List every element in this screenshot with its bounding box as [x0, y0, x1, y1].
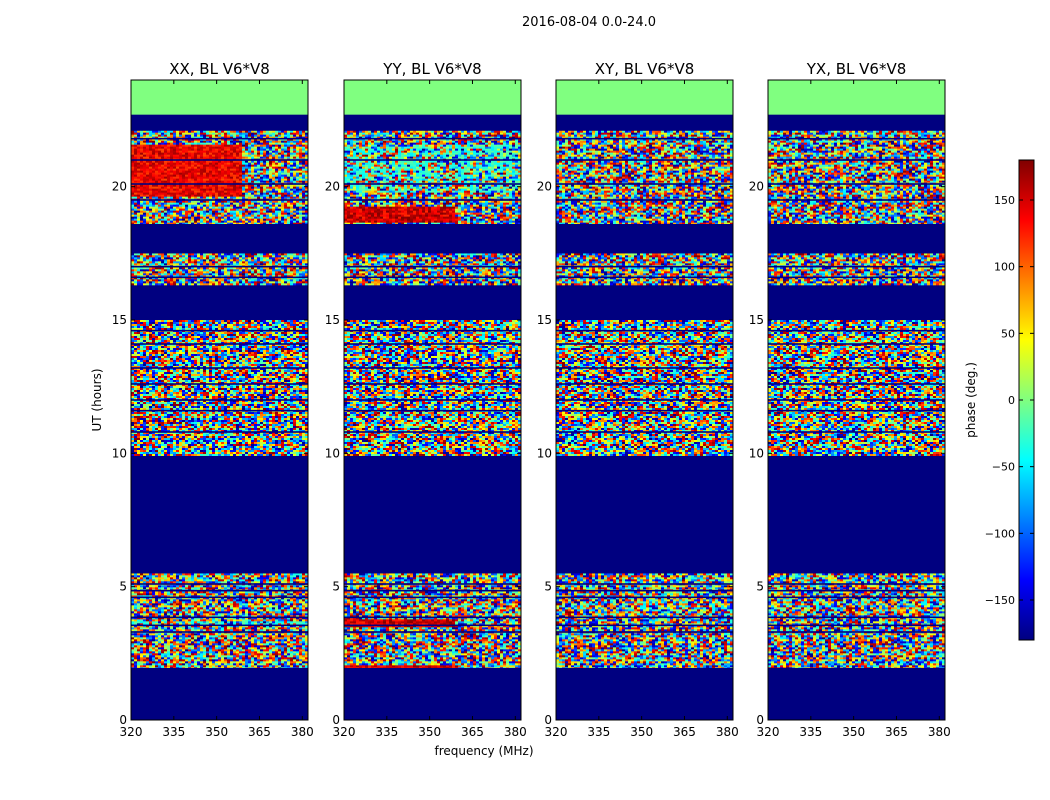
colorbar-tick-label: 150	[994, 194, 1015, 207]
panel-title: XX, BL V6*V8	[169, 60, 270, 78]
panel-title: YY, BL V6*V8	[382, 60, 481, 78]
x-tick-label: 335	[587, 725, 610, 739]
colorbar-tick-label: −150	[985, 594, 1015, 607]
colorbar: −150 −100 −50 0 50 100 150	[985, 159, 1035, 641]
colorbar-tick-label: −50	[992, 461, 1015, 474]
colorbar-label: phase (deg.)	[964, 362, 978, 438]
x-tick-label: 365	[673, 725, 696, 739]
y-tick-label: 10	[749, 446, 764, 460]
heatmap-image	[344, 80, 521, 720]
x-tick-label: 350	[418, 725, 441, 739]
y-tick-label: 0	[544, 713, 552, 727]
y-tick-label: 20	[325, 180, 340, 194]
y-tick-label: 10	[112, 446, 127, 460]
figure-title: 2016-08-04 0.0-24.0	[522, 15, 656, 30]
y-tick-label: 20	[112, 180, 127, 194]
panel-title: XY, BL V6*V8	[595, 60, 695, 78]
panel-frame	[343, 79, 522, 721]
panel-2: YY, BL V6*V8 320 335 350 365 380 0 5 10 15 20	[325, 60, 527, 739]
y-tick-label: 5	[332, 580, 340, 594]
y-tick-label: 15	[112, 313, 127, 327]
y-tick-label: 10	[325, 446, 340, 460]
y-tick-label: 15	[325, 313, 340, 327]
x-tick-label: 320	[120, 725, 143, 739]
x-tick-label: 350	[630, 725, 653, 739]
y-tick-label: 20	[537, 180, 552, 194]
y-tick-label: 20	[749, 180, 764, 194]
x-tick-label: 320	[333, 725, 356, 739]
y-tick-label: 15	[749, 313, 764, 327]
panel-frame	[767, 79, 946, 721]
heatmap-image	[768, 80, 945, 720]
heatmap-image	[556, 80, 733, 720]
panel-4: YX, BL V6*V8 320 335 350 365 380 0 5 10 15 20	[749, 60, 951, 739]
x-tick-label: 365	[461, 725, 484, 739]
x-tick-label: 335	[162, 725, 185, 739]
x-tick-label: 380	[716, 725, 739, 739]
x-tick-label: 365	[248, 725, 271, 739]
panel-3: XY, BL V6*V8 320 335 350 365 380 0 5 10 15 20	[537, 60, 739, 739]
y-tick-label: 0	[119, 713, 127, 727]
x-tick-label: 365	[885, 725, 908, 739]
colorbar-tick-label: −100	[985, 527, 1015, 540]
y-tick-label: 5	[119, 580, 127, 594]
y-tick-label: 0	[332, 713, 340, 727]
panel-frame	[130, 79, 309, 721]
y-tick-label: 0	[756, 713, 764, 727]
panel-title: YX, BL V6*V8	[806, 60, 907, 78]
x-tick-label: 320	[757, 725, 780, 739]
x-tick-label: 380	[928, 725, 951, 739]
colorbar-tick-label: 50	[1001, 327, 1015, 340]
x-tick-label: 350	[205, 725, 228, 739]
x-tick-label: 350	[842, 725, 865, 739]
y-tick-label: 5	[756, 580, 764, 594]
colorbar-tick-label: 0	[1008, 394, 1015, 407]
x-tick-label: 335	[799, 725, 822, 739]
panel-1: XX, BL V6*V8 320 335 350 365 380 0 5 10 15 20	[112, 60, 314, 739]
y-tick-label: 15	[537, 313, 552, 327]
x-axis-label: frequency (MHz)	[434, 744, 533, 758]
x-tick-label: 320	[545, 725, 568, 739]
heatmap-image	[131, 80, 308, 720]
y-tick-label: 5	[544, 580, 552, 594]
x-tick-label: 335	[375, 725, 398, 739]
y-axis-label: UT (hours)	[90, 368, 104, 431]
colorbar-tick-label: 100	[994, 261, 1015, 274]
panel-frame	[555, 79, 734, 721]
x-tick-label: 380	[504, 725, 527, 739]
x-tick-label: 380	[291, 725, 314, 739]
y-tick-label: 10	[537, 446, 552, 460]
